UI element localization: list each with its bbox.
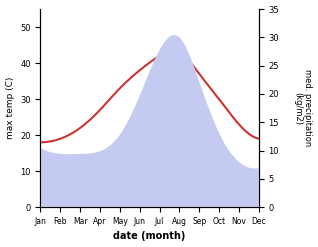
- Y-axis label: max temp (C): max temp (C): [5, 77, 15, 139]
- Y-axis label: med. precipitation
(kg/m2): med. precipitation (kg/m2): [293, 69, 313, 147]
- X-axis label: date (month): date (month): [114, 231, 186, 242]
